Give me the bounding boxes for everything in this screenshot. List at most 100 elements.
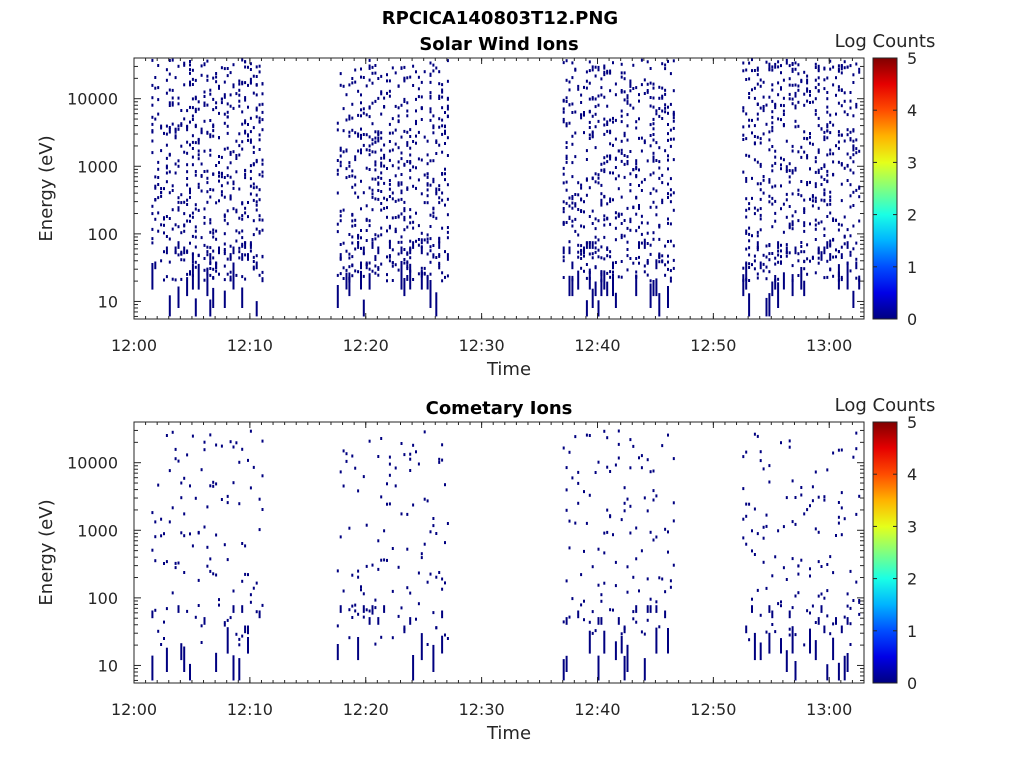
count-bin [768,148,771,152]
count-bin [374,64,377,67]
count-bin [151,212,154,216]
count-bin [826,468,829,472]
count-bin [803,250,806,254]
count-bin [174,561,177,565]
count-bin [756,103,759,106]
count-bin [658,293,661,317]
count-bin [151,96,154,100]
count-bin [843,110,846,114]
count-bin [215,101,218,105]
count-bin [438,460,441,464]
count-bin [785,246,788,255]
count-bin [806,609,809,613]
count-bin [160,187,163,190]
count-bin [374,140,377,144]
count-bin [672,137,675,141]
count-bin [832,255,835,259]
count-bin [189,195,191,199]
count-bin [194,615,197,619]
count-bin [371,138,374,142]
count-bin [189,83,191,87]
count-bin [163,278,165,282]
count-bin [177,96,180,100]
count-bin [186,177,189,180]
count-bin [157,629,160,633]
count-bin [420,246,423,255]
count-bin [788,83,791,87]
count-bin [441,587,444,591]
count-bin [218,155,220,158]
count-bin [811,485,814,489]
count-bin [748,124,751,128]
count-bin [669,269,672,273]
count-bin [429,213,432,217]
count-bin [823,625,826,634]
count-bin [583,549,585,553]
count-bin [200,64,203,68]
count-bin [241,447,244,451]
count-bin [400,240,403,244]
count-bin [782,104,785,108]
count-bin [218,111,220,115]
count-bin [446,274,449,278]
count-bin [238,250,241,254]
count-bin [745,542,748,546]
count-bin [852,247,855,251]
count-bin [348,117,351,121]
count-bin [180,277,183,281]
count-bin [643,632,646,636]
count-bin [226,166,229,170]
count-bin [177,124,180,128]
count-bin [383,143,386,147]
count-bin [843,235,846,239]
count-bin [745,208,748,212]
count-bin [386,91,388,95]
count-bin [565,617,568,625]
count-bin [638,136,640,140]
count-bin [247,83,249,87]
count-bin [806,74,809,78]
colorbar-label: Log Counts [835,395,936,416]
count-bin [748,293,751,317]
count-bin [606,248,609,251]
count-bin [151,58,154,62]
count-bin [832,217,835,221]
count-bin [189,63,191,67]
count-bin [791,557,794,561]
count-bin [357,195,360,199]
count-bin [160,149,163,153]
count-bin [255,581,258,585]
count-bin [191,77,194,81]
count-bin [753,96,756,100]
count-bin [441,279,444,283]
count-bin [342,277,345,280]
count-bin [200,73,203,77]
count-bin [774,555,777,559]
count-bin [165,171,168,175]
count-bin [829,67,832,71]
count-bin [194,170,197,173]
count-bin [626,113,629,117]
count-bin [817,560,820,564]
count-bin [409,239,412,243]
count-bin [562,220,565,224]
count-bin [829,131,832,135]
count-bin [183,646,186,672]
count-bin [791,67,794,71]
count-bin [614,82,617,86]
count-bin [209,153,212,157]
count-bin [667,240,669,243]
count-bin [191,83,194,86]
count-bin [241,287,244,308]
count-bin [189,120,191,124]
count-bin [855,102,858,106]
count-bin [632,63,635,67]
count-bin [438,94,441,98]
count-bin [623,71,626,75]
count-bin [165,434,168,437]
count-bin [258,188,261,192]
count-bin [160,259,163,263]
count-bin [652,138,655,142]
count-bin [849,253,852,257]
count-bin [655,261,658,270]
